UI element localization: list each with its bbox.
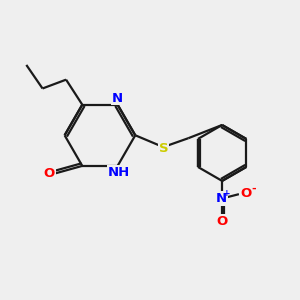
Text: N: N [216,192,227,205]
Text: S: S [159,142,169,155]
Text: O: O [240,187,251,200]
Text: NH: NH [108,166,130,179]
Text: O: O [217,215,228,228]
Text: N: N [112,92,123,105]
Text: -: - [251,184,256,194]
Text: +: + [223,189,231,198]
Text: O: O [44,167,55,180]
